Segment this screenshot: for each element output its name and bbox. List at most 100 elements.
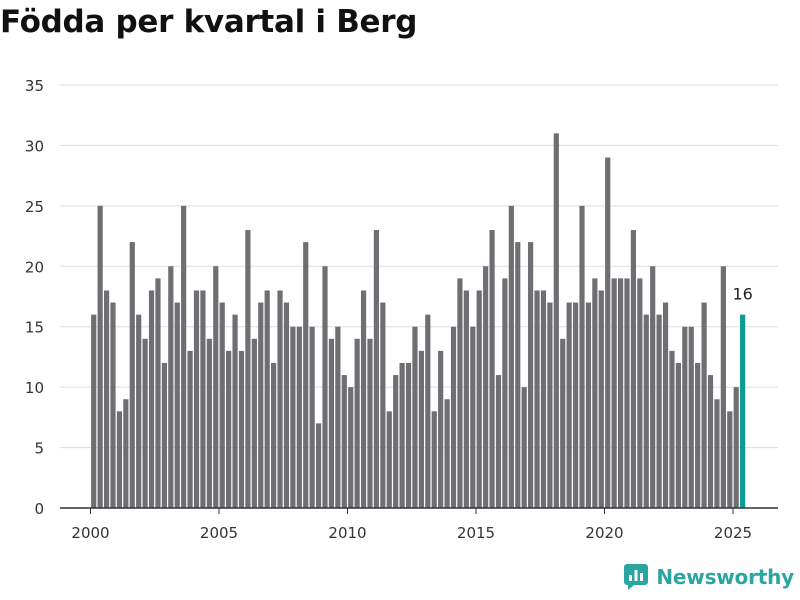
bar xyxy=(136,314,142,508)
bar xyxy=(123,399,129,508)
bar xyxy=(431,411,437,508)
bar xyxy=(103,290,110,508)
bar xyxy=(405,362,412,508)
bar xyxy=(187,350,193,508)
brand-name: Newsworthy xyxy=(656,565,794,589)
bar xyxy=(714,399,720,508)
bar xyxy=(258,302,264,508)
bar xyxy=(219,302,225,508)
bar xyxy=(116,411,123,508)
bar xyxy=(271,362,277,508)
bars xyxy=(91,133,746,509)
bar xyxy=(296,326,302,508)
bar xyxy=(669,350,675,508)
y-tick-label: 0 xyxy=(34,500,44,518)
bar xyxy=(386,411,392,508)
bar xyxy=(245,230,251,508)
bar xyxy=(515,242,521,509)
bar xyxy=(155,278,161,508)
bar xyxy=(540,290,547,508)
bar xyxy=(168,266,174,508)
bar xyxy=(303,242,309,509)
bar xyxy=(264,290,270,508)
bar xyxy=(174,302,180,508)
bar xyxy=(238,350,245,508)
bar xyxy=(675,362,681,508)
bar xyxy=(470,326,476,508)
bar xyxy=(566,302,572,508)
bar xyxy=(489,230,495,508)
bar xyxy=(521,387,527,508)
bar xyxy=(617,278,624,508)
bar xyxy=(605,157,611,508)
bar xyxy=(161,362,167,508)
bar xyxy=(348,387,354,508)
bar xyxy=(572,302,579,508)
bar xyxy=(226,350,232,508)
bar xyxy=(547,302,553,508)
bar xyxy=(483,266,489,508)
y-tick-label: 15 xyxy=(25,319,44,337)
bar xyxy=(399,362,405,508)
y-tick-label: 20 xyxy=(25,258,44,276)
bar xyxy=(553,133,559,508)
bar xyxy=(129,242,135,509)
bar xyxy=(418,350,424,508)
bar xyxy=(630,230,637,508)
x-tick-label: 2025 xyxy=(714,524,752,542)
bar xyxy=(560,338,566,508)
x-tick-label: 2005 xyxy=(200,524,238,542)
bar xyxy=(528,242,534,509)
bar xyxy=(412,326,418,508)
x-tick-label: 2015 xyxy=(457,524,495,542)
bar xyxy=(662,302,669,508)
bar xyxy=(476,290,482,508)
bar xyxy=(637,278,643,508)
x-axis-ticks: 2000 2005 2010 2015 2020 2025 xyxy=(71,508,752,542)
bar xyxy=(91,314,97,508)
bar xyxy=(206,338,212,508)
bar xyxy=(425,314,431,508)
newsworthy-logo-icon xyxy=(624,564,649,590)
highlight-value-label: 16 xyxy=(732,285,752,304)
bar xyxy=(97,205,103,509)
chart-title: Födda per kvartal i Berg xyxy=(0,4,418,40)
bar xyxy=(695,362,701,508)
bar xyxy=(707,375,714,508)
bar xyxy=(373,230,380,508)
bar xyxy=(200,290,206,508)
bar xyxy=(592,278,598,508)
bar xyxy=(701,302,707,508)
bar xyxy=(142,338,148,508)
bar xyxy=(315,423,322,508)
bar xyxy=(251,338,257,508)
bar xyxy=(457,278,463,508)
bar xyxy=(360,290,367,508)
bar xyxy=(502,278,508,508)
bar xyxy=(534,290,540,508)
bar xyxy=(624,278,630,508)
bar xyxy=(181,205,187,509)
bar xyxy=(650,266,656,508)
newsworthy-brand: Newsworthy xyxy=(624,564,794,590)
bar xyxy=(495,375,502,508)
bar xyxy=(393,375,399,508)
bar xyxy=(309,326,315,508)
bar xyxy=(720,266,726,508)
bar xyxy=(148,290,155,508)
bar xyxy=(380,302,386,508)
highlight-bar xyxy=(740,314,746,508)
y-tick-label: 5 xyxy=(34,440,44,458)
bar xyxy=(438,350,444,508)
y-tick-label: 35 xyxy=(25,77,44,95)
x-tick-label: 2000 xyxy=(71,524,109,542)
bar xyxy=(682,326,688,508)
y-tick-label: 30 xyxy=(25,137,44,155)
bar xyxy=(193,290,200,508)
y-tick-label: 25 xyxy=(25,198,44,216)
bar xyxy=(110,302,116,508)
bar xyxy=(290,326,296,508)
bar xyxy=(232,314,238,508)
bar xyxy=(508,205,514,509)
